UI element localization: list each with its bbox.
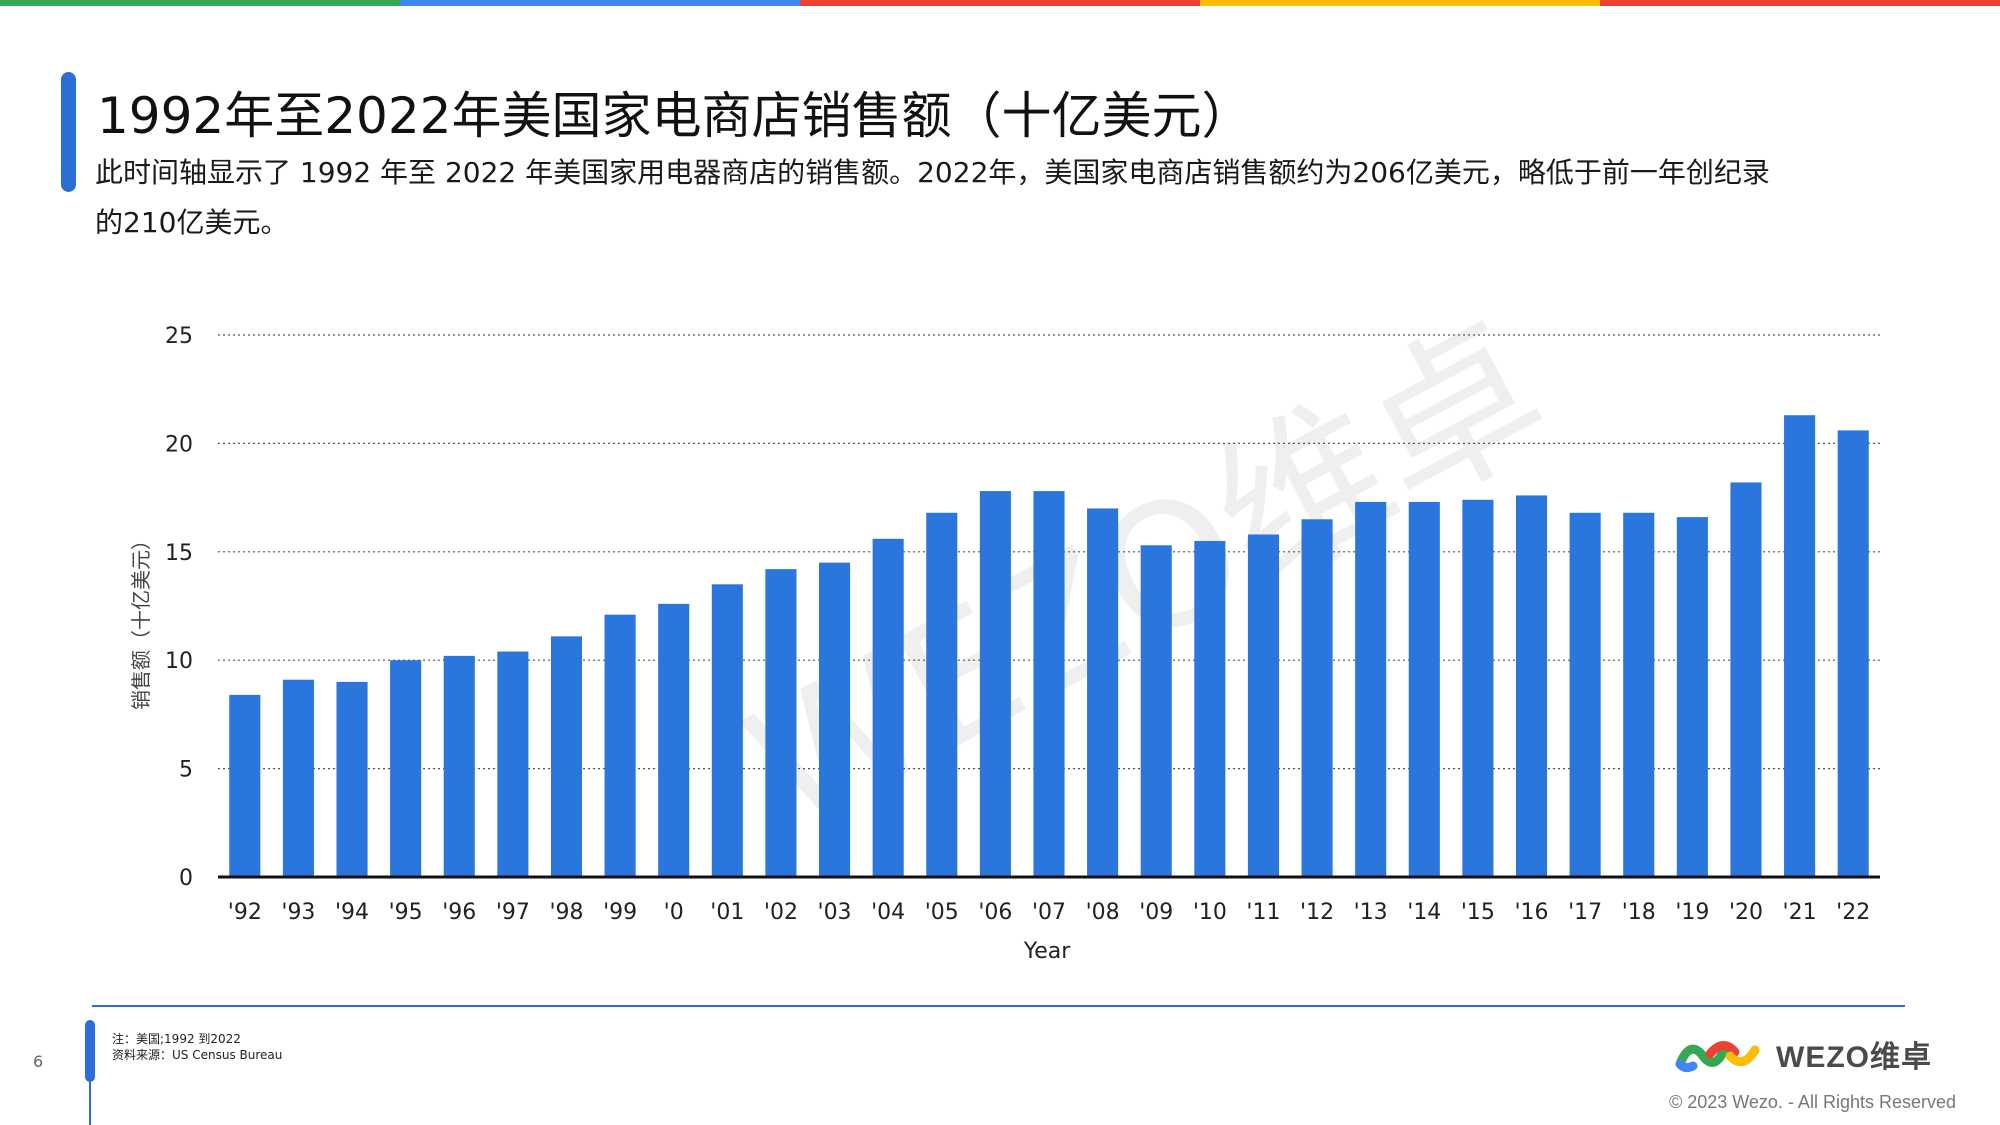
y-tick-label: 0 [179, 866, 193, 891]
x-tick-label: '94 [335, 900, 369, 925]
bar [550, 636, 583, 877]
bar [1784, 415, 1816, 877]
axes: 0 5 10 15 20 25 '92 '93 '94 '95 '96 '97 '98 '99 '0 '01 '… [165, 324, 1880, 925]
x-tick-label: '16 [1514, 900, 1548, 925]
x-tick-label: '20 [1729, 900, 1763, 925]
page-subtitle: 此时间轴显示了 1992 年至 2022 年美国家用电器商店的销售额。2022年… [95, 156, 1770, 239]
x-tick-label: '21 [1783, 900, 1817, 925]
bar [926, 512, 958, 877]
bar [229, 694, 261, 877]
bar [819, 562, 851, 877]
x-tick-label: '19 [1675, 900, 1709, 925]
bar [1515, 495, 1548, 877]
bar [1140, 545, 1172, 877]
x-tick-label: '08 [1086, 900, 1120, 925]
x-tick-label: '03 [818, 900, 852, 925]
bar [1462, 499, 1494, 877]
wezo-logo-icon [1675, 1041, 1760, 1073]
bar [1730, 482, 1762, 877]
bar [1676, 517, 1708, 877]
bar [604, 614, 636, 877]
x-tick-label: '06 [978, 900, 1012, 925]
bar [497, 651, 529, 877]
bar [1837, 430, 1869, 877]
top-bar-segment-4 [1200, 0, 1600, 6]
top-bar-segment-3 [800, 0, 1200, 6]
footer-accent-line [89, 1080, 91, 1125]
x-tick-label: '0 [664, 900, 684, 925]
x-tick-label: '99 [603, 900, 637, 925]
x-tick-label: '11 [1246, 900, 1280, 925]
footer-divider [92, 1005, 1905, 1007]
brand-logo: WEZO维卓 [1675, 1032, 1932, 1076]
bar [1087, 508, 1119, 877]
bar [443, 655, 475, 877]
x-tick-label: '09 [1139, 900, 1173, 925]
top-bar-segment-5 [1600, 0, 2000, 6]
bar [765, 569, 797, 877]
bar [1194, 540, 1226, 877]
y-tick-label: 5 [179, 758, 193, 783]
x-tick-label: '14 [1407, 900, 1441, 925]
bar [390, 660, 422, 877]
x-tick-label: '18 [1622, 900, 1656, 925]
bar [1355, 501, 1387, 877]
bar [282, 679, 314, 877]
x-tick-label: '12 [1300, 900, 1334, 925]
y-tick-label: 25 [165, 324, 193, 349]
bar [1033, 491, 1065, 877]
top-bar-segment-2 [400, 0, 800, 6]
bar [872, 538, 904, 877]
x-tick-label: '93 [281, 900, 315, 925]
bar [658, 603, 690, 877]
y-tick-label: 20 [165, 432, 193, 457]
page-number: 6 [33, 1052, 44, 1071]
bars [229, 415, 1869, 877]
y-axis-label: 销售额（十亿美元） [129, 530, 153, 710]
top-color-bar [0, 0, 2000, 6]
bar [711, 584, 743, 877]
x-tick-label: '05 [925, 900, 959, 925]
brand-name: WEZO维卓 [1776, 1041, 1932, 1074]
y-tick-label: 15 [165, 541, 193, 566]
x-tick-label: '97 [496, 900, 530, 925]
bar [1623, 512, 1655, 877]
x-tick-label: '98 [549, 900, 583, 925]
title-accent-bar [61, 72, 76, 192]
footer-note: 注：美国;1992 到2022 [112, 1032, 241, 1046]
bar [1569, 512, 1601, 877]
copyright: © 2023 Wezo. - All Rights Reserved [1668, 1092, 1956, 1112]
x-tick-label: '95 [389, 900, 423, 925]
footer-accent-bar [85, 1020, 95, 1082]
x-tick-label: '15 [1461, 900, 1495, 925]
x-axis-label: Year [1023, 939, 1072, 964]
bar [1408, 501, 1440, 877]
x-tick-label: '07 [1032, 900, 1066, 925]
footer-source: 资料来源：US Census Bureau [112, 1048, 283, 1062]
bar-chart: 0 5 10 15 20 25 '92 '93 '94 '95 '96 '97 '98 '99 '0 '01 '… [129, 324, 1880, 964]
bar [979, 491, 1011, 877]
top-bar-segment-1 [0, 0, 400, 6]
x-tick-label: '22 [1836, 900, 1870, 925]
x-tick-label: '13 [1354, 900, 1388, 925]
x-tick-label: '92 [228, 900, 262, 925]
x-tick-label: '01 [710, 900, 744, 925]
x-tick-label: '96 [442, 900, 476, 925]
page-title: 1992年至2022年美国家电商店销售额（十亿美元） [97, 87, 1252, 145]
x-tick-label: '10 [1193, 900, 1227, 925]
bar [1247, 534, 1279, 877]
x-tick-label: '02 [764, 900, 798, 925]
y-tick-label: 10 [165, 649, 193, 674]
x-tick-label: '17 [1568, 900, 1602, 925]
bar [336, 681, 368, 877]
x-tick-label: '04 [871, 900, 905, 925]
bar [1301, 519, 1333, 877]
